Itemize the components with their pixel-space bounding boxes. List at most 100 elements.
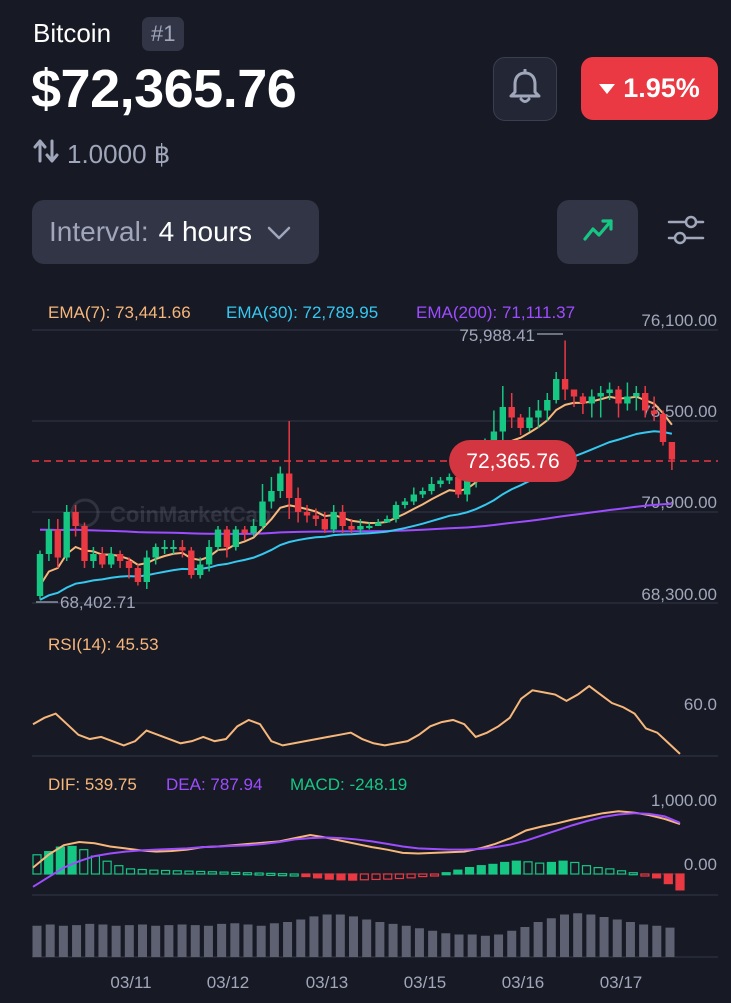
y-tick-label: 76,100.00 [641,311,717,330]
macd-histogram-bar [359,873,369,881]
macd-histogram-bar [172,870,182,875]
candle-body [553,379,560,400]
macd-histogram-bar [312,873,323,879]
macd-histogram-bar [324,873,334,880]
candle-body [116,554,124,561]
macd-histogram-bar [266,872,276,876]
volume-bar [230,923,240,957]
candle-body [624,396,631,404]
volume-bar [625,922,635,957]
volume-bar [349,916,358,957]
volume-bar [177,924,187,957]
volume-bar [401,925,411,957]
candle-body [499,407,506,432]
volume-bar [309,916,319,957]
macd-histogram-bar [453,869,463,875]
candle-body [312,515,320,519]
candle-body [259,501,266,526]
volume-bar [599,917,609,957]
macd-histogram-bar [196,870,206,875]
candle-body [99,554,106,565]
price-change-badge: 1.95% [581,57,718,120]
high-marker: 75,988.41 [459,326,563,345]
x-tick-label: 03/11 [110,973,151,992]
volume-bar [217,923,227,957]
candle-body [214,529,222,547]
candle-body [321,519,328,530]
volume-bar [164,925,174,957]
volume-bar [124,925,134,957]
volume-bar [98,924,108,957]
candle-body [232,529,239,547]
macd-histogram-bar [149,869,159,875]
candle-body [642,393,649,411]
volume-bar [322,914,332,957]
interval-dropdown[interactable]: Interval: 4 hours [32,200,319,264]
rsi-line [32,684,681,755]
candle-body [108,554,115,565]
volume-bar [652,925,662,957]
chevron-down-icon [266,216,292,248]
volume-bar [190,925,200,957]
macd-histogram-bar [161,869,171,875]
volume-bar [256,925,266,957]
macd-histogram-bar [523,861,533,875]
volume-bar [111,925,121,957]
candle-body [668,442,676,460]
volume-bar [546,918,556,957]
candle-body [650,410,658,414]
candle-body [561,379,569,390]
macd-histogram-bar [441,872,451,876]
rsi-legend: RSI(14): 45.53 [48,635,159,654]
macd-histogram-bar [675,873,685,891]
volume-bar [296,919,306,957]
conversion-amount: 1.0000 ฿ [67,139,171,169]
volume-bar [362,919,372,957]
swap-arrows-icon [33,138,59,171]
candle-body [579,396,587,404]
price-y-ticks: 76,100.00 73,500.00 70,900.00 68,300.00 [641,311,717,604]
volume-bar [612,919,622,957]
volume-bar [72,925,82,957]
candle-body [437,480,444,484]
macd-histogram-bar [511,860,521,875]
candle-body [250,526,257,533]
rank-badge: #1 [142,17,185,51]
candle-body [633,393,640,397]
candle-body [268,491,275,502]
volume-bar [507,930,517,957]
macd-histogram-bar [464,866,475,875]
line-chart-toggle[interactable] [557,200,638,264]
price-alert-button[interactable] [493,57,557,121]
volume-bar [494,934,504,957]
candle-body [143,557,150,582]
trend-line-icon [582,217,614,248]
volume-bar [45,924,55,957]
macd-y-ticks: 1,000.00 0.00 [651,791,717,874]
sliders-icon [667,212,705,253]
macd-histogram-bar [114,865,124,875]
volume-bar [480,935,490,957]
caret-down-icon [599,83,616,94]
macd-histogram-bar [44,850,54,875]
candle-body [45,529,53,554]
ema-legend: EMA(7): 73,441.66 EMA(30): 72,789.95 EMA… [48,303,575,322]
chart-settings-button[interactable] [662,210,710,254]
candle-body [490,431,498,446]
x-tick-label: 03/16 [502,973,545,992]
macd-histogram-bar [581,865,592,875]
candle-body [170,547,177,549]
macd-histogram-bar [616,870,627,875]
candle-body [134,568,142,582]
macd-histogram-bar [254,872,264,876]
candle-body [464,480,471,495]
macd-histogram-bar [231,871,241,876]
candle-body [81,526,88,561]
price-chart[interactable]: CoinMarketCap EMA(7): 73,441.66 EMA(30):… [0,290,731,1003]
macd-histogram-bar [570,861,580,875]
candle-body [348,526,355,530]
candle-body [179,547,186,551]
macd-histogram-bar [79,849,89,875]
y-tick-label: 1,000.00 [651,791,717,810]
conversion-row[interactable]: 1.0000 ฿ [33,138,170,171]
